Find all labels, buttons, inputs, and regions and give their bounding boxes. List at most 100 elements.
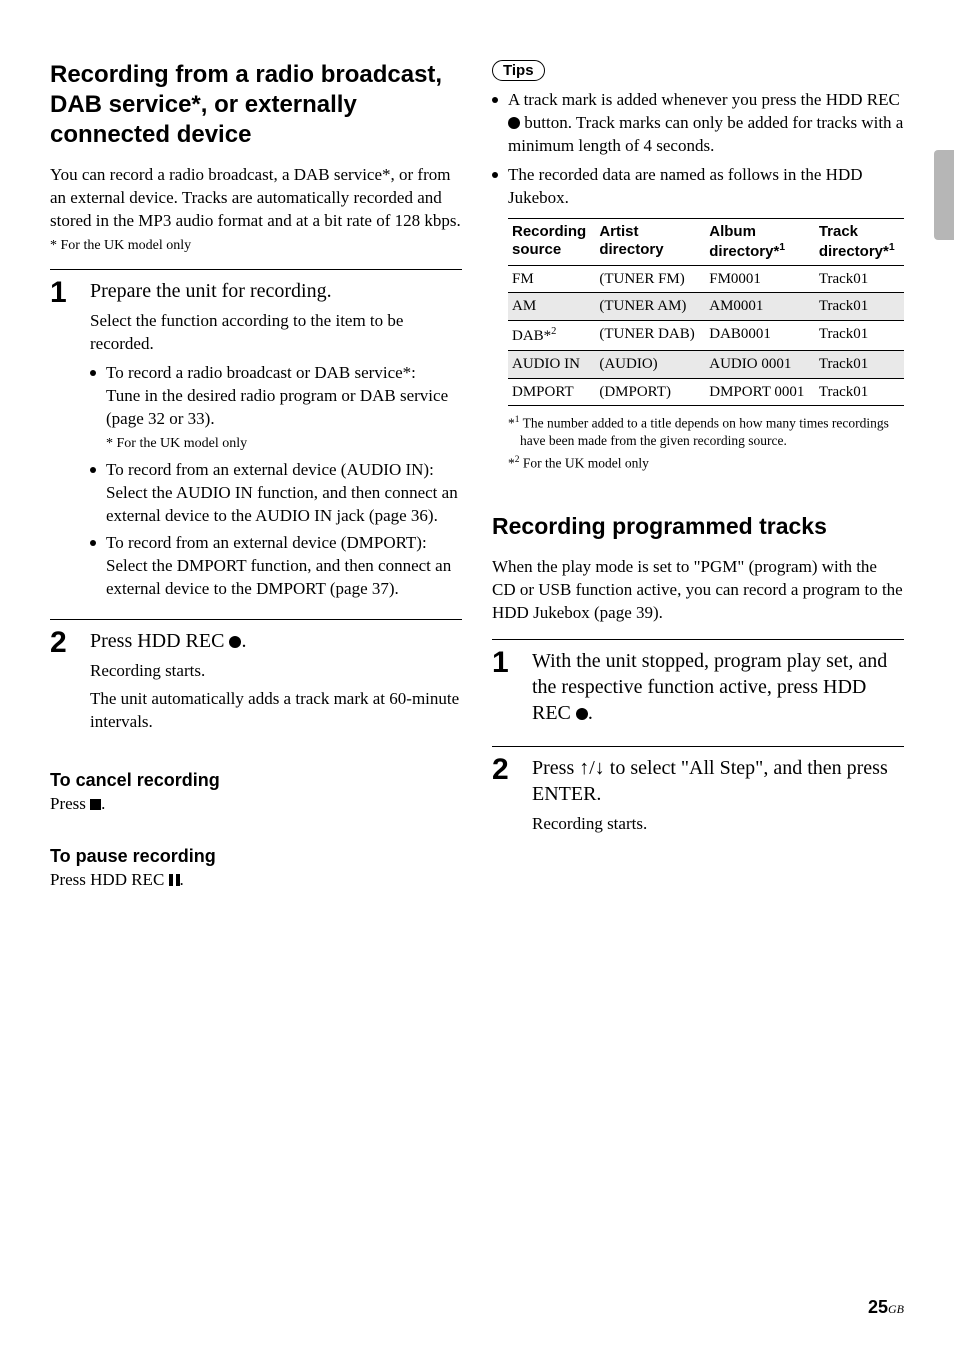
sup: 1 <box>889 241 895 253</box>
step-desc: Select the function according to the ite… <box>90 310 462 356</box>
step-title: Press HDD REC . <box>90 628 462 654</box>
table-cell: DMPORT <box>508 378 595 406</box>
text: Album <box>709 223 756 240</box>
main-heading: Recording from a radio broadcast, DAB se… <box>50 60 462 150</box>
text: A track mark is added whenever you press… <box>508 90 900 109</box>
table-cell: Track01 <box>815 350 904 378</box>
pause-heading: To pause recording <box>50 846 462 867</box>
recording-table: Recordingsource Artistdirectory Album dir… <box>508 218 904 407</box>
text: Press HDD REC <box>50 870 169 889</box>
table-cell: AUDIO 0001 <box>705 350 815 378</box>
step-body: Prepare the unit for recording. Select t… <box>90 278 462 605</box>
text: source <box>512 241 561 258</box>
table-cell: AM <box>508 293 595 321</box>
divider <box>50 619 462 620</box>
step-1: 1 Prepare the unit for recording. Select… <box>50 278 462 605</box>
text: button. Track marks can only be added fo… <box>508 113 903 155</box>
table-cell: FM <box>508 265 595 293</box>
bullet-item: To record from an external device (AUDIO… <box>90 459 462 528</box>
step-2: 2 Press HDD REC . Recording starts. The … <box>50 628 462 741</box>
bullet-text: Tune in the desired radio program or DAB… <box>106 386 448 428</box>
stop-icon <box>90 799 101 810</box>
text: directory* <box>819 243 889 260</box>
table-cell: Track01 <box>815 378 904 406</box>
tips-badge: Tips <box>492 60 545 81</box>
table-cell: (TUNER AM) <box>595 293 705 321</box>
table-header: Album directory*1 <box>705 218 815 265</box>
bullet-text: To record from an external device (AUDIO… <box>106 460 434 479</box>
text: Track <box>819 223 858 240</box>
tips-item: A track mark is added whenever you press… <box>492 89 904 158</box>
table-cell: (DMPORT) <box>595 378 705 406</box>
table-footnote: *2 For the UK model only <box>492 454 904 472</box>
divider <box>492 639 904 640</box>
sub-footnote: * For the UK model only <box>90 435 462 453</box>
record-icon <box>229 636 241 648</box>
sub-heading: Recording programmed tracks <box>492 512 904 542</box>
table-cell: Track01 <box>815 293 904 321</box>
table-cell: DAB*2 <box>508 321 595 351</box>
text: Press <box>50 794 90 813</box>
table-row: DAB*2(TUNER DAB)DAB0001Track01 <box>508 321 904 351</box>
bullet-text: Select the DMPORT function, and then con… <box>106 556 451 598</box>
sub-intro: When the play mode is set to "PGM" (prog… <box>492 556 904 625</box>
pause-icon <box>169 874 180 886</box>
table-cell: AUDIO IN <box>508 350 595 378</box>
divider <box>50 269 462 270</box>
step-title: Prepare the unit for recording. <box>90 278 462 304</box>
bullet-text: Select the AUDIO IN function, and then c… <box>106 483 458 525</box>
table-footnote: *1 The number added to a title depends o… <box>492 414 904 450</box>
up-arrow-icon: ↑ <box>579 755 589 781</box>
text: Recording <box>512 223 586 240</box>
left-column: Recording from a radio broadcast, DAB se… <box>50 60 462 896</box>
table-cell: Track01 <box>815 321 904 351</box>
step-number: 1 <box>50 278 72 605</box>
step-title: Press ↑/↓ to select "All Step", and then… <box>532 755 904 807</box>
table-cell: FM0001 <box>705 265 815 293</box>
table-cell: (TUNER DAB) <box>595 321 705 351</box>
tips-list: A track mark is added whenever you press… <box>492 89 904 210</box>
table-cell: AM0001 <box>705 293 815 321</box>
step-number: 1 <box>492 648 514 732</box>
sup: 1 <box>779 241 785 253</box>
down-arrow-icon: ↓ <box>595 755 605 781</box>
bullet-list: To record from an external device (AUDIO… <box>90 459 462 601</box>
table-cell: DMPORT 0001 <box>705 378 815 406</box>
text: directory <box>599 241 663 258</box>
text: . <box>101 794 105 813</box>
bullet-text: To record from an external device (DMPOR… <box>106 533 427 552</box>
step-number: 2 <box>50 628 72 741</box>
tips-item: The recorded data are named as follows i… <box>492 164 904 210</box>
intro-text: You can record a radio broadcast, a DAB … <box>50 164 462 233</box>
table-cell: (TUNER FM) <box>595 265 705 293</box>
step-title-text: Press HDD REC <box>90 630 229 652</box>
text: * <box>508 456 515 471</box>
step-desc: The unit automatically adds a track mark… <box>90 688 462 734</box>
bullet-text: To record a radio broadcast or DAB servi… <box>106 363 416 382</box>
table-row: DMPORT(DMPORT)DMPORT 0001Track01 <box>508 378 904 406</box>
table-header: Artistdirectory <box>595 218 705 265</box>
step-title: With the unit stopped, program play set,… <box>532 648 904 726</box>
table-cell: (AUDIO) <box>595 350 705 378</box>
divider <box>492 746 904 747</box>
bullet-list: To record a radio broadcast or DAB servi… <box>90 362 462 431</box>
bullet-item: To record a radio broadcast or DAB servi… <box>90 362 462 431</box>
table-row: AM(TUNER AM)AM0001Track01 <box>508 293 904 321</box>
table-cell: Track01 <box>815 265 904 293</box>
side-tab <box>934 150 954 240</box>
page-number-value: 25 <box>868 1297 888 1317</box>
page-number: 25GB <box>868 1297 904 1318</box>
table-row: AUDIO IN(AUDIO)AUDIO 0001Track01 <box>508 350 904 378</box>
table-row: FM(TUNER FM)FM0001Track01 <box>508 265 904 293</box>
pause-body: Press HDD REC . <box>50 869 462 892</box>
text: directory* <box>709 243 779 260</box>
step-body: With the unit stopped, program play set,… <box>532 648 904 732</box>
intro-footnote: * For the UK model only <box>50 237 462 255</box>
text: The number added to a title depends on h… <box>519 416 888 449</box>
step-desc: Recording starts. <box>532 813 904 836</box>
cancel-body: Press . <box>50 793 462 816</box>
step-body: Press HDD REC . Recording starts. The un… <box>90 628 462 741</box>
table-header-row: Recordingsource Artistdirectory Album dir… <box>508 218 904 265</box>
text: Press <box>532 757 579 779</box>
text: . <box>180 870 184 889</box>
